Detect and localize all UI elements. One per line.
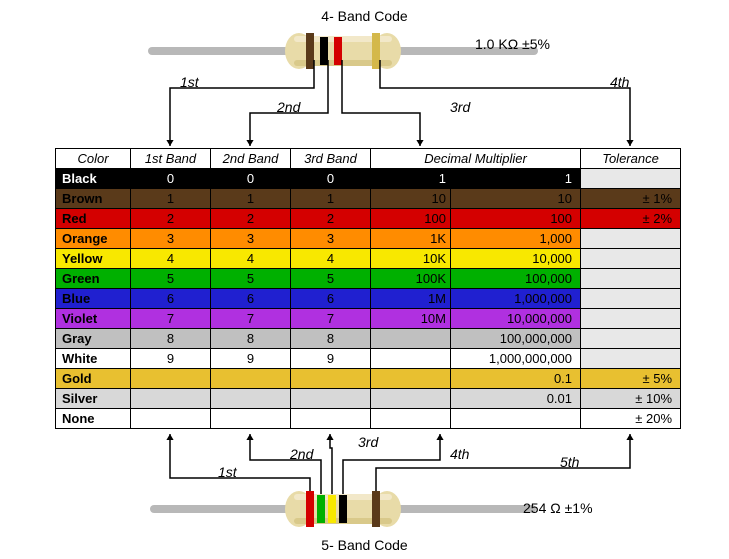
value-5band: 254 Ω ±1% <box>523 500 593 516</box>
resistor-color-code-diagram: 4- Band Code 1.0 KΩ ±5% Color1st Band2nd… <box>0 0 729 559</box>
ordinal-label: 3rd <box>450 99 470 115</box>
ordinal-label: 1st <box>218 464 237 480</box>
ordinal-label: 2nd <box>277 99 300 115</box>
title-5band: 5- Band Code <box>0 537 729 553</box>
ordinal-label: 4th <box>610 74 629 90</box>
ordinal-label: 5th <box>560 454 579 470</box>
ordinal-label: 2nd <box>290 446 313 462</box>
ordinal-label: 4th <box>450 446 469 462</box>
ordinal-label: 1st <box>180 74 199 90</box>
ordinal-label: 3rd <box>358 434 378 450</box>
